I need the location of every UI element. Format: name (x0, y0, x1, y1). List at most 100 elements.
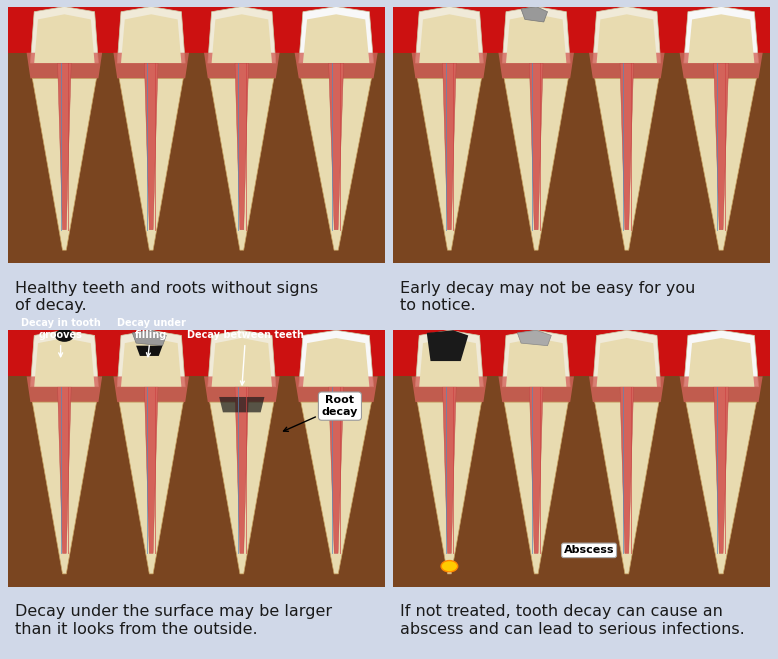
Polygon shape (417, 78, 482, 250)
Polygon shape (328, 63, 344, 230)
Polygon shape (412, 376, 487, 402)
Polygon shape (145, 387, 158, 554)
Polygon shape (30, 330, 98, 387)
Polygon shape (219, 397, 265, 413)
Polygon shape (210, 402, 274, 574)
Text: Early decay may not be easy for you
to notice.: Early decay may not be easy for you to n… (401, 281, 696, 313)
FancyBboxPatch shape (8, 53, 385, 263)
Polygon shape (419, 14, 479, 63)
Polygon shape (235, 63, 249, 230)
Polygon shape (301, 402, 371, 574)
Polygon shape (680, 53, 762, 78)
Polygon shape (443, 63, 456, 230)
Polygon shape (517, 330, 552, 346)
Polygon shape (30, 7, 98, 63)
FancyBboxPatch shape (393, 53, 770, 263)
Polygon shape (145, 63, 158, 230)
Polygon shape (499, 376, 574, 402)
Polygon shape (589, 53, 664, 78)
Polygon shape (58, 63, 72, 230)
Polygon shape (204, 53, 279, 78)
Polygon shape (499, 53, 574, 78)
Polygon shape (295, 376, 377, 402)
FancyBboxPatch shape (393, 376, 770, 587)
Text: Decay between teeth: Decay between teeth (187, 330, 304, 385)
Circle shape (55, 329, 74, 342)
Polygon shape (204, 376, 279, 402)
Polygon shape (208, 7, 275, 63)
Polygon shape (119, 402, 184, 574)
Polygon shape (589, 376, 664, 402)
Polygon shape (208, 330, 275, 387)
FancyBboxPatch shape (8, 376, 385, 587)
Polygon shape (412, 53, 487, 78)
Polygon shape (121, 338, 181, 387)
Polygon shape (529, 387, 543, 554)
Polygon shape (504, 78, 568, 250)
Text: Healthy teeth and roots without signs
of decay.: Healthy teeth and roots without signs of… (16, 281, 318, 313)
Polygon shape (686, 402, 756, 574)
Polygon shape (415, 330, 483, 387)
Polygon shape (503, 7, 570, 63)
Polygon shape (684, 7, 759, 63)
Text: Root
decay: Root decay (283, 395, 358, 432)
Polygon shape (299, 330, 373, 387)
Circle shape (441, 561, 457, 572)
Polygon shape (58, 387, 72, 554)
Polygon shape (33, 78, 96, 250)
Polygon shape (504, 402, 568, 574)
Polygon shape (594, 78, 659, 250)
Text: Decay under the surface may be larger
than it looks from the outside.: Decay under the surface may be larger th… (16, 604, 332, 637)
Polygon shape (121, 14, 181, 63)
Polygon shape (686, 78, 756, 250)
Polygon shape (328, 387, 344, 554)
Text: If not treated, tooth decay can cause an
abscess and can lead to serious infecti: If not treated, tooth decay can cause an… (401, 604, 745, 637)
Polygon shape (680, 376, 762, 402)
Polygon shape (415, 7, 483, 63)
Polygon shape (684, 330, 759, 387)
FancyBboxPatch shape (8, 330, 385, 376)
Polygon shape (521, 7, 548, 22)
Polygon shape (427, 330, 468, 361)
Polygon shape (503, 330, 570, 387)
Polygon shape (419, 338, 479, 387)
Polygon shape (212, 14, 272, 63)
Polygon shape (506, 338, 566, 387)
Polygon shape (212, 338, 272, 387)
Polygon shape (688, 338, 755, 387)
FancyBboxPatch shape (393, 7, 770, 53)
Polygon shape (303, 14, 370, 63)
Polygon shape (210, 78, 274, 250)
Polygon shape (529, 63, 543, 230)
Polygon shape (506, 14, 566, 63)
FancyBboxPatch shape (393, 330, 770, 376)
Polygon shape (26, 53, 102, 78)
Polygon shape (593, 330, 661, 387)
Text: Abscess: Abscess (564, 546, 615, 556)
Text: Decay under
filling: Decay under filling (117, 318, 186, 357)
Polygon shape (594, 402, 659, 574)
Polygon shape (301, 78, 371, 250)
Polygon shape (295, 53, 377, 78)
Polygon shape (235, 387, 249, 554)
Polygon shape (34, 338, 95, 387)
Polygon shape (593, 7, 661, 63)
Polygon shape (688, 14, 755, 63)
Polygon shape (417, 402, 482, 574)
Polygon shape (117, 7, 185, 63)
FancyBboxPatch shape (8, 7, 385, 53)
Polygon shape (33, 402, 96, 574)
Polygon shape (136, 346, 163, 356)
Polygon shape (620, 387, 633, 554)
Polygon shape (620, 63, 633, 230)
Polygon shape (117, 330, 185, 387)
Polygon shape (34, 14, 95, 63)
Polygon shape (299, 7, 373, 63)
Polygon shape (713, 387, 729, 554)
Polygon shape (597, 338, 657, 387)
Polygon shape (713, 63, 729, 230)
Polygon shape (114, 376, 189, 402)
Polygon shape (597, 14, 657, 63)
Polygon shape (443, 387, 456, 554)
Polygon shape (119, 78, 184, 250)
